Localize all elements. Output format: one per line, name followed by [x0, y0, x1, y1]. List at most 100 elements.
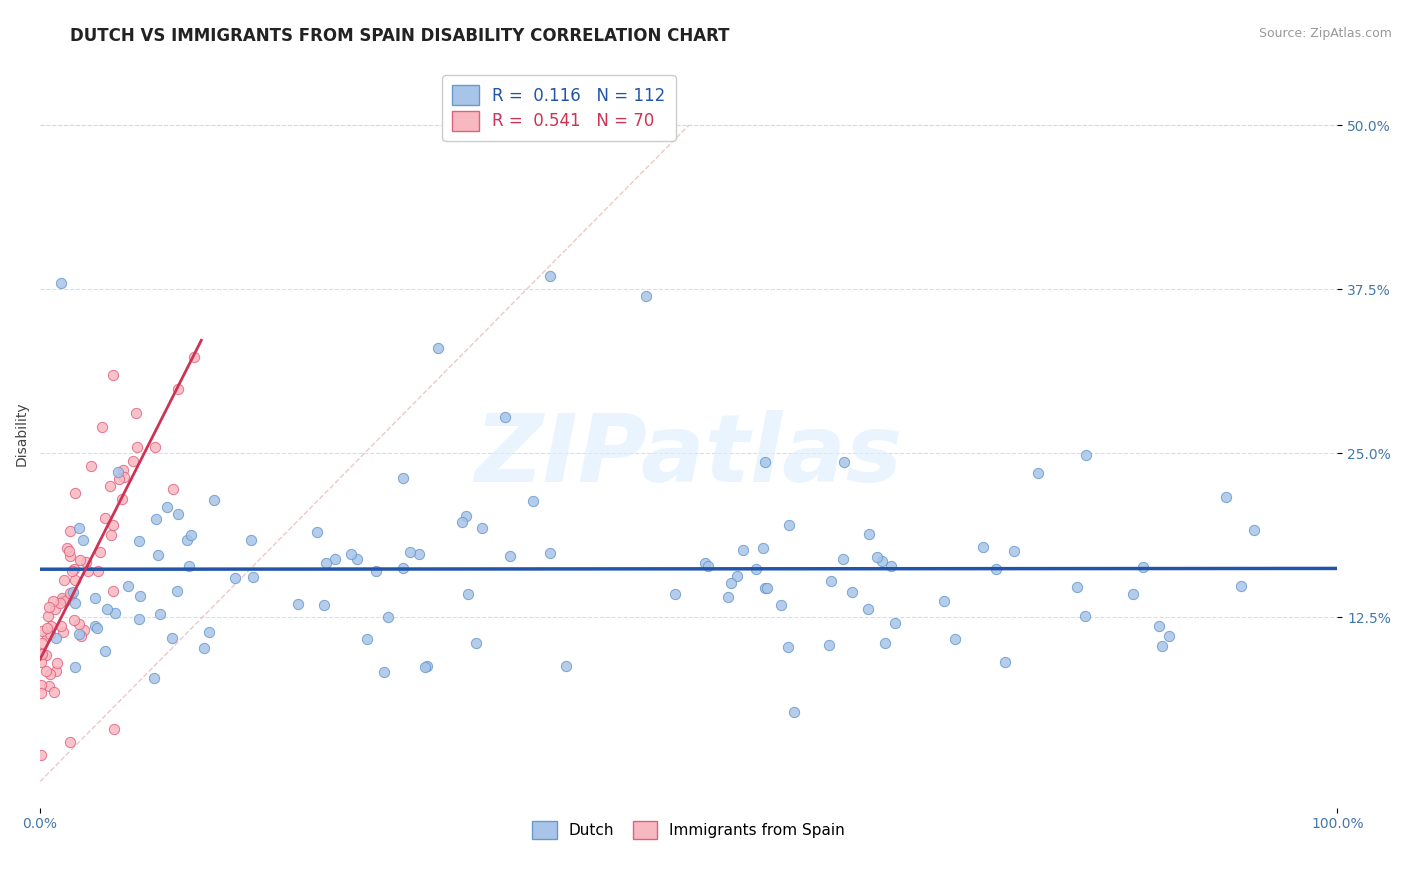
Point: [59, 586, 82, 600]
Point: [42, 593, 65, 607]
Point: [456, 509, 478, 524]
Point: [98, 479, 121, 493]
Point: [39, 619, 62, 633]
Point: [69, 553, 91, 567]
Point: [1074, 448, 1097, 462]
Point: [1215, 491, 1237, 505]
Point: [59, 735, 82, 749]
Point: [745, 562, 768, 576]
Point: [820, 574, 842, 589]
Point: [197, 625, 219, 640]
Point: [39, 667, 62, 681]
Point: [1066, 580, 1088, 594]
Point: [776, 640, 799, 654]
Point: [75, 555, 97, 569]
Point: [167, 382, 190, 396]
Point: [538, 269, 561, 284]
Point: [538, 546, 561, 560]
Point: [39, 627, 62, 641]
Text: ZIPatlas: ZIPatlas: [475, 410, 903, 502]
Point: [59, 549, 82, 564]
Point: [67, 626, 90, 640]
Point: [60, 564, 83, 578]
Point: [555, 659, 578, 673]
Point: [145, 512, 167, 526]
Point: [129, 589, 152, 603]
Point: [287, 597, 309, 611]
Point: [943, 632, 966, 646]
Point: [239, 533, 262, 547]
Point: [128, 611, 150, 625]
Point: [91, 420, 114, 434]
Point: [55, 541, 77, 555]
Point: [340, 547, 363, 561]
Point: [202, 493, 225, 508]
Point: [69, 629, 91, 643]
Point: [873, 636, 896, 650]
Point: [104, 606, 127, 620]
Point: [634, 289, 657, 303]
Point: [44, 602, 66, 616]
Point: [754, 455, 776, 469]
Point: [45, 631, 67, 645]
Point: [731, 542, 754, 557]
Point: [325, 552, 347, 566]
Point: [103, 722, 125, 736]
Point: [30, 655, 52, 669]
Point: [31, 648, 53, 662]
Point: [457, 586, 479, 600]
Point: [364, 565, 387, 579]
Point: [67, 616, 90, 631]
Point: [83, 619, 105, 633]
Legend: Dutch, Immigrants from Spain: Dutch, Immigrants from Spain: [526, 815, 851, 845]
Point: [725, 569, 748, 583]
Point: [697, 559, 720, 574]
Point: [83, 591, 105, 605]
Point: [100, 528, 122, 542]
Point: [49, 596, 72, 610]
Point: [72, 533, 94, 548]
Point: [841, 585, 863, 599]
Point: [128, 533, 150, 548]
Point: [416, 659, 439, 673]
Point: [972, 540, 994, 554]
Point: [717, 591, 740, 605]
Point: [30, 647, 52, 661]
Point: [111, 491, 134, 506]
Point: [522, 494, 544, 508]
Point: [107, 465, 129, 479]
Point: [872, 553, 894, 567]
Point: [499, 549, 522, 563]
Point: [38, 600, 60, 615]
Point: [356, 632, 378, 646]
Point: [426, 342, 449, 356]
Point: [183, 350, 205, 364]
Point: [193, 640, 215, 655]
Point: [1230, 579, 1253, 593]
Point: [1002, 544, 1025, 558]
Point: [752, 541, 775, 555]
Point: [63, 485, 86, 500]
Point: [451, 515, 474, 529]
Point: [51, 591, 73, 605]
Point: [858, 526, 880, 541]
Point: [392, 471, 415, 485]
Point: [65, 660, 87, 674]
Point: [112, 470, 135, 484]
Point: [346, 551, 368, 566]
Point: [693, 557, 716, 571]
Point: [52, 593, 75, 607]
Point: [30, 748, 52, 763]
Point: [51, 618, 73, 632]
Point: [53, 594, 76, 608]
Point: [58, 544, 80, 558]
Point: [664, 586, 686, 600]
Point: [156, 500, 179, 514]
Point: [149, 607, 172, 622]
Point: [831, 552, 853, 566]
Point: [720, 575, 742, 590]
Point: [1147, 619, 1170, 633]
Point: [865, 549, 887, 564]
Point: [80, 459, 103, 474]
Point: [494, 409, 516, 424]
